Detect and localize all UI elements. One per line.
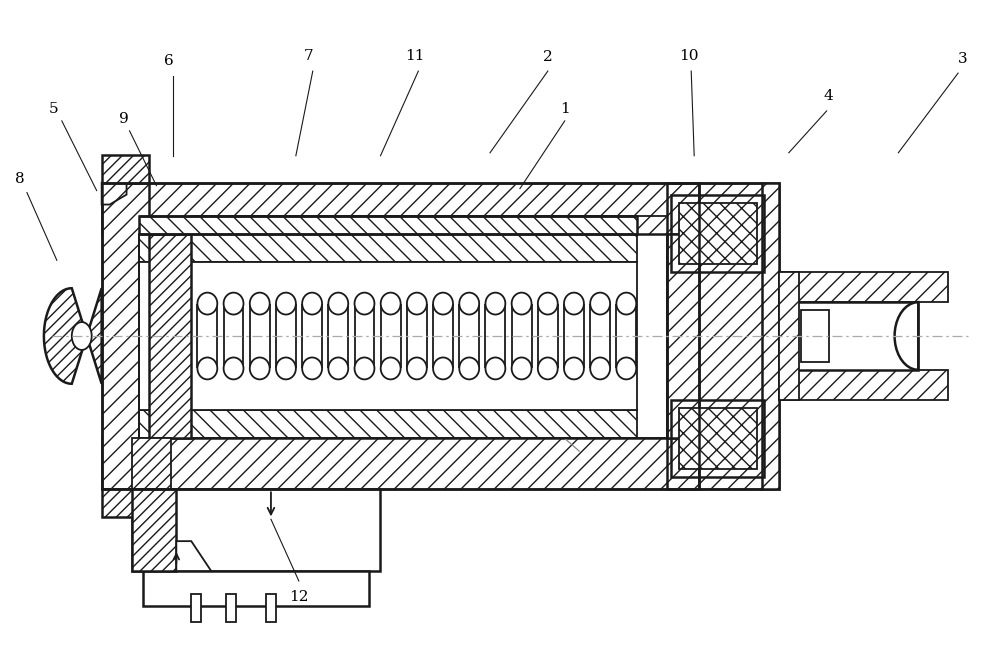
- Bar: [671, 400, 764, 477]
- Ellipse shape: [197, 358, 217, 380]
- Text: 10: 10: [679, 49, 699, 63]
- Ellipse shape: [302, 358, 322, 380]
- Polygon shape: [149, 235, 191, 437]
- Ellipse shape: [538, 358, 558, 380]
- Text: 11: 11: [406, 49, 425, 63]
- Ellipse shape: [538, 292, 558, 314]
- Polygon shape: [699, 183, 779, 489]
- Polygon shape: [132, 437, 171, 489]
- Ellipse shape: [276, 358, 296, 380]
- Ellipse shape: [512, 292, 532, 314]
- Bar: [102, 183, 699, 489]
- Text: 5: 5: [49, 102, 59, 116]
- Polygon shape: [139, 410, 637, 437]
- Polygon shape: [44, 288, 102, 384]
- Polygon shape: [176, 541, 211, 571]
- Ellipse shape: [197, 292, 217, 314]
- Ellipse shape: [355, 292, 374, 314]
- Text: 12: 12: [289, 590, 309, 604]
- Ellipse shape: [564, 292, 584, 314]
- Ellipse shape: [407, 358, 427, 380]
- Ellipse shape: [381, 292, 401, 314]
- Bar: [266, 594, 276, 622]
- Ellipse shape: [564, 358, 584, 380]
- Text: 7: 7: [304, 49, 314, 63]
- Bar: [139, 216, 637, 235]
- Ellipse shape: [485, 292, 505, 314]
- Bar: [132, 489, 380, 571]
- Ellipse shape: [381, 358, 401, 380]
- Ellipse shape: [328, 292, 348, 314]
- Ellipse shape: [433, 358, 453, 380]
- Ellipse shape: [433, 292, 453, 314]
- Polygon shape: [779, 272, 799, 400]
- Polygon shape: [102, 437, 699, 489]
- Polygon shape: [132, 489, 176, 571]
- Polygon shape: [102, 183, 699, 235]
- Polygon shape: [102, 183, 127, 204]
- Bar: [143, 571, 369, 606]
- Ellipse shape: [616, 292, 636, 314]
- Bar: [801, 310, 829, 362]
- Ellipse shape: [72, 322, 92, 350]
- Ellipse shape: [250, 358, 270, 380]
- Text: 3: 3: [958, 52, 968, 66]
- Text: 4: 4: [824, 89, 834, 103]
- Ellipse shape: [616, 358, 636, 380]
- Ellipse shape: [459, 292, 479, 314]
- Ellipse shape: [224, 358, 243, 380]
- Ellipse shape: [328, 358, 348, 380]
- Text: 2: 2: [543, 50, 553, 64]
- Ellipse shape: [302, 292, 322, 314]
- Polygon shape: [779, 370, 948, 400]
- Bar: [679, 202, 757, 264]
- Ellipse shape: [224, 292, 243, 314]
- Polygon shape: [139, 235, 637, 262]
- Polygon shape: [102, 489, 149, 517]
- Text: 8: 8: [15, 171, 25, 185]
- Ellipse shape: [512, 358, 532, 380]
- Bar: [191, 594, 201, 622]
- Polygon shape: [102, 183, 149, 489]
- Ellipse shape: [276, 292, 296, 314]
- Ellipse shape: [407, 292, 427, 314]
- Bar: [671, 195, 764, 272]
- Ellipse shape: [355, 358, 374, 380]
- Bar: [679, 408, 757, 470]
- Text: 6: 6: [164, 54, 174, 68]
- Polygon shape: [779, 272, 948, 302]
- Text: 1: 1: [560, 102, 570, 116]
- Ellipse shape: [250, 292, 270, 314]
- Polygon shape: [667, 183, 779, 489]
- Polygon shape: [102, 155, 149, 183]
- Text: 9: 9: [119, 112, 128, 126]
- Ellipse shape: [590, 292, 610, 314]
- Ellipse shape: [590, 358, 610, 380]
- Bar: [779, 302, 918, 370]
- Polygon shape: [895, 302, 918, 370]
- Ellipse shape: [485, 358, 505, 380]
- Bar: [667, 183, 762, 489]
- Ellipse shape: [459, 358, 479, 380]
- Bar: [226, 594, 236, 622]
- Bar: [139, 262, 637, 410]
